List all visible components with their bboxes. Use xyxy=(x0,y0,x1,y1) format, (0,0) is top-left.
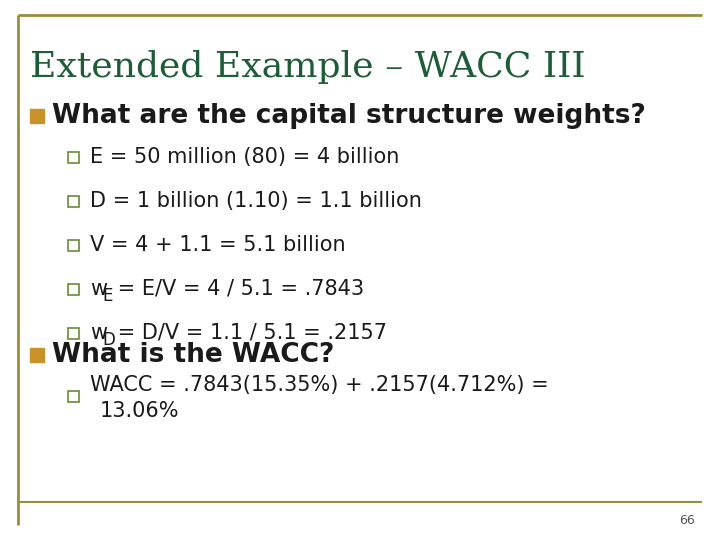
Text: E: E xyxy=(102,287,112,305)
Text: WACC = .7843(15.35%) + .2157(4.712%) =: WACC = .7843(15.35%) + .2157(4.712%) = xyxy=(90,375,549,395)
Bar xyxy=(68,152,79,163)
Text: w: w xyxy=(90,323,107,343)
Text: 66: 66 xyxy=(679,514,695,526)
Text: D = 1 billion (1.10) = 1.1 billion: D = 1 billion (1.10) = 1.1 billion xyxy=(90,191,422,211)
Bar xyxy=(68,240,79,251)
Text: w: w xyxy=(90,279,107,299)
Bar xyxy=(68,328,79,339)
Bar xyxy=(68,284,79,295)
Text: Extended Example – WACC III: Extended Example – WACC III xyxy=(30,50,585,84)
Bar xyxy=(30,109,44,123)
Text: D: D xyxy=(102,331,115,349)
Bar xyxy=(68,196,79,207)
Text: What are the capital structure weights?: What are the capital structure weights? xyxy=(52,103,646,129)
Text: 13.06%: 13.06% xyxy=(100,401,179,421)
Text: E = 50 million (80) = 4 billion: E = 50 million (80) = 4 billion xyxy=(90,147,400,167)
Text: What is the WACC?: What is the WACC? xyxy=(52,342,334,368)
Text: = E/V = 4 / 5.1 = .7843: = E/V = 4 / 5.1 = .7843 xyxy=(111,279,364,299)
Text: = D/V = 1.1 / 5.1 = .2157: = D/V = 1.1 / 5.1 = .2157 xyxy=(111,323,387,343)
Bar xyxy=(30,348,44,362)
Bar xyxy=(68,391,79,402)
Text: V = 4 + 1.1 = 5.1 billion: V = 4 + 1.1 = 5.1 billion xyxy=(90,235,346,255)
